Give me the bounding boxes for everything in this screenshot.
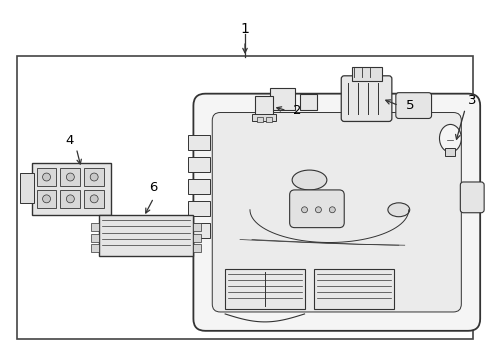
Bar — [189, 223, 210, 238]
Bar — [84, 168, 104, 186]
Text: 2: 2 — [294, 104, 302, 117]
Bar — [315, 269, 394, 309]
Circle shape — [90, 173, 98, 181]
Ellipse shape — [440, 125, 461, 152]
Circle shape — [301, 207, 308, 213]
Bar — [257, 117, 263, 122]
Circle shape — [43, 173, 50, 181]
Bar — [299, 94, 318, 109]
FancyBboxPatch shape — [194, 94, 480, 331]
Text: 6: 6 — [149, 181, 158, 194]
Bar — [20, 173, 34, 203]
Bar — [352, 67, 382, 81]
Bar — [99, 215, 194, 256]
Circle shape — [90, 195, 98, 203]
Bar — [189, 179, 210, 194]
Bar — [252, 113, 276, 121]
Text: 5: 5 — [405, 99, 414, 112]
Bar — [91, 234, 99, 242]
Bar — [17, 56, 473, 339]
Bar — [32, 163, 111, 215]
Bar — [37, 190, 56, 208]
Bar — [91, 223, 99, 231]
Bar — [270, 88, 294, 109]
FancyBboxPatch shape — [341, 76, 392, 121]
Bar — [60, 168, 80, 186]
Text: 1: 1 — [241, 22, 249, 36]
FancyBboxPatch shape — [396, 93, 432, 118]
Circle shape — [329, 207, 335, 213]
FancyBboxPatch shape — [460, 182, 484, 213]
Bar — [189, 157, 210, 172]
Text: 4: 4 — [65, 134, 74, 147]
FancyBboxPatch shape — [212, 113, 461, 312]
Circle shape — [66, 173, 74, 181]
Bar — [91, 244, 99, 252]
Bar — [225, 269, 305, 309]
Bar — [194, 234, 201, 242]
Bar — [189, 201, 210, 216]
Circle shape — [43, 195, 50, 203]
Bar — [266, 117, 272, 122]
Circle shape — [66, 195, 74, 203]
Ellipse shape — [388, 203, 410, 217]
Bar — [255, 96, 273, 117]
Bar — [37, 168, 56, 186]
Bar — [194, 244, 201, 252]
Bar — [189, 135, 210, 150]
Bar — [84, 190, 104, 208]
FancyBboxPatch shape — [290, 190, 344, 228]
Ellipse shape — [292, 170, 327, 190]
Bar — [445, 148, 455, 156]
Text: 3: 3 — [468, 94, 476, 107]
Bar — [194, 223, 201, 231]
Bar — [60, 190, 80, 208]
Circle shape — [316, 207, 321, 213]
